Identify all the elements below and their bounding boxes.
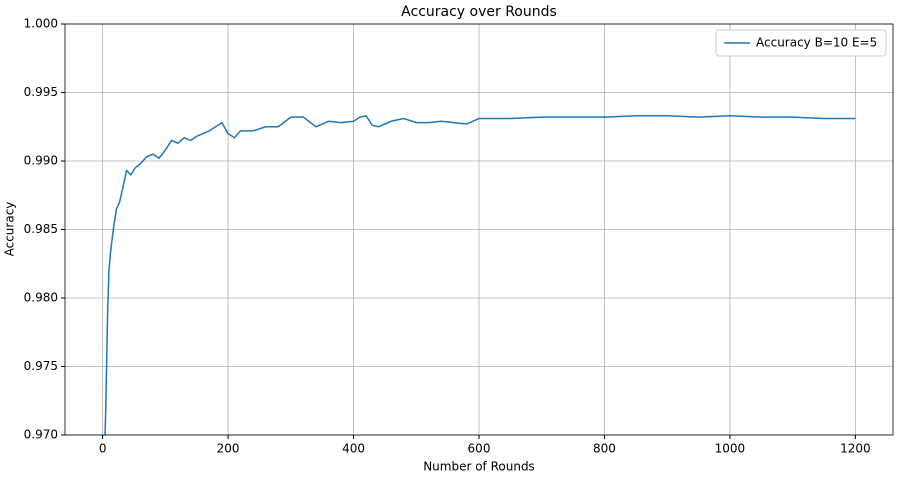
x-tick-label: 1000 xyxy=(715,442,746,456)
y-tick-label: 0.980 xyxy=(24,291,58,305)
x-tick-label: 400 xyxy=(342,442,365,456)
y-tick-label: 0.970 xyxy=(24,428,58,442)
x-tick-label: 0 xyxy=(99,442,107,456)
legend-box xyxy=(715,29,887,57)
y-tick-label: 0.995 xyxy=(24,85,58,99)
legend-label: Accuracy B=10 E=5 xyxy=(756,36,877,50)
y-axis-label: Accuracy xyxy=(3,202,17,257)
x-axis-label: Number of Rounds xyxy=(423,460,535,474)
chart-title: Accuracy over Rounds xyxy=(401,4,557,20)
y-tick-label: 0.990 xyxy=(24,154,58,168)
x-tick-label: 200 xyxy=(217,442,240,456)
y-tick-label: 0.985 xyxy=(24,222,58,236)
x-tick-label: 1200 xyxy=(840,442,871,456)
y-tick-label: 0.975 xyxy=(24,359,58,373)
x-tick-label: 600 xyxy=(468,442,491,456)
data-line xyxy=(104,114,856,435)
y-tick-label: 1.000 xyxy=(24,17,58,31)
x-tick-label: 800 xyxy=(593,442,616,456)
plot-frame xyxy=(64,23,894,436)
